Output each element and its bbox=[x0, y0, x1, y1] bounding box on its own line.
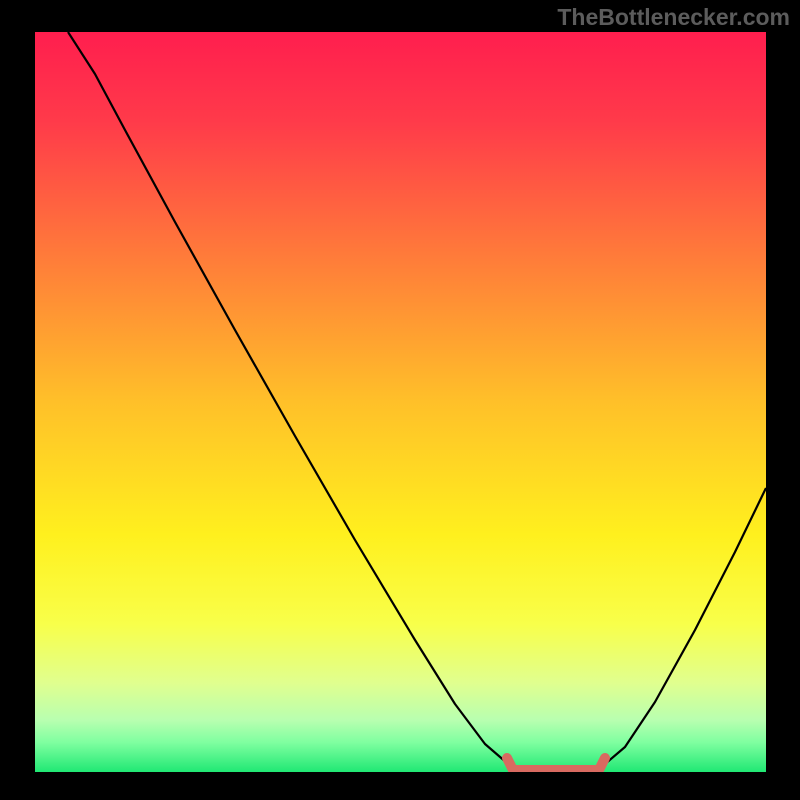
curve-layer bbox=[35, 32, 766, 772]
optimal-range-marker bbox=[507, 758, 605, 770]
watermark-text: TheBottlenecker.com bbox=[557, 4, 790, 31]
plot-area bbox=[35, 32, 766, 772]
chart-container: TheBottlenecker.com bbox=[0, 0, 800, 800]
bottleneck-curve-path bbox=[68, 32, 766, 771]
